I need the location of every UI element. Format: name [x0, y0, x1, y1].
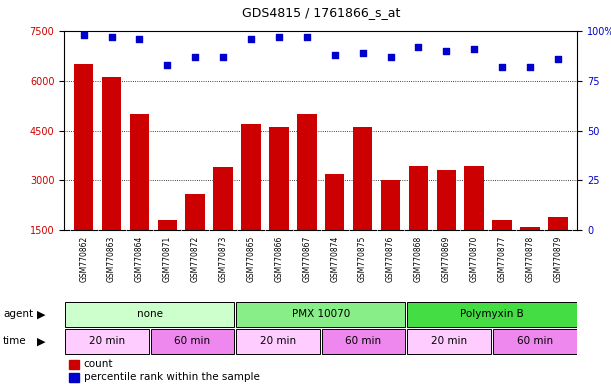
Bar	[150, 329, 235, 354]
Bar	[436, 170, 456, 280]
Text: GSM770867: GSM770867	[302, 236, 312, 282]
Text: none: none	[137, 310, 163, 319]
Text: 60 min: 60 min	[174, 336, 211, 346]
Bar	[213, 167, 233, 280]
Bar	[241, 124, 261, 280]
Text: percentile rank within the sample: percentile rank within the sample	[84, 372, 260, 382]
Text: GDS4815 / 1761866_s_at: GDS4815 / 1761866_s_at	[241, 6, 400, 19]
Text: 20 min: 20 min	[431, 336, 467, 346]
Text: 20 min: 20 min	[89, 336, 125, 346]
Text: GSM770876: GSM770876	[386, 236, 395, 282]
Bar	[297, 114, 316, 280]
Bar	[65, 302, 235, 327]
Point	[553, 56, 563, 62]
Bar	[381, 180, 400, 280]
Bar	[409, 166, 428, 280]
Point	[163, 61, 172, 68]
Text: Polymyxin B: Polymyxin B	[460, 310, 524, 319]
Point	[246, 36, 256, 42]
Point	[357, 50, 367, 56]
Point	[218, 54, 228, 60]
Bar	[130, 114, 149, 280]
Text: GSM770870: GSM770870	[470, 236, 478, 282]
Point	[134, 36, 144, 42]
Point	[386, 54, 395, 60]
Point	[414, 44, 423, 50]
Bar	[65, 329, 149, 354]
Text: GSM770869: GSM770869	[442, 236, 451, 282]
Bar	[236, 302, 406, 327]
Text: GSM770873: GSM770873	[219, 236, 228, 282]
Text: GSM770871: GSM770871	[163, 236, 172, 282]
Bar	[407, 329, 491, 354]
Point	[79, 31, 89, 38]
Point	[525, 64, 535, 70]
Text: GSM770872: GSM770872	[191, 236, 200, 282]
Text: GSM770866: GSM770866	[274, 236, 284, 282]
Bar	[321, 329, 406, 354]
Bar	[492, 220, 512, 280]
Text: GSM770879: GSM770879	[554, 236, 562, 282]
Point	[497, 64, 507, 70]
Bar	[492, 329, 577, 354]
Point	[330, 51, 340, 58]
Point	[302, 34, 312, 40]
Bar	[548, 217, 568, 280]
Bar	[353, 127, 372, 280]
Point	[469, 46, 479, 52]
Bar	[69, 360, 79, 369]
Bar	[325, 174, 345, 280]
Text: ▶: ▶	[37, 336, 46, 346]
Text: GSM770874: GSM770874	[330, 236, 339, 282]
Bar	[186, 194, 205, 280]
Point	[107, 34, 117, 40]
Bar	[407, 302, 577, 327]
Bar	[74, 64, 93, 280]
Text: GSM770877: GSM770877	[497, 236, 507, 282]
Text: count: count	[84, 359, 113, 369]
Bar	[158, 220, 177, 280]
Text: GSM770862: GSM770862	[79, 236, 88, 282]
Bar	[464, 166, 484, 280]
Text: GSM770875: GSM770875	[358, 236, 367, 282]
Bar	[520, 227, 540, 280]
Text: ▶: ▶	[37, 310, 46, 319]
Bar	[102, 77, 122, 280]
Point	[274, 34, 284, 40]
Text: GSM770878: GSM770878	[525, 236, 535, 282]
Text: agent: agent	[3, 310, 33, 319]
Bar	[269, 127, 289, 280]
Text: 60 min: 60 min	[516, 336, 553, 346]
Text: GSM770868: GSM770868	[414, 236, 423, 282]
Point	[441, 48, 451, 54]
Text: time: time	[3, 336, 27, 346]
Text: 60 min: 60 min	[345, 336, 382, 346]
Text: GSM770865: GSM770865	[247, 236, 255, 282]
Text: 20 min: 20 min	[260, 336, 296, 346]
Text: PMX 10070: PMX 10070	[291, 310, 350, 319]
Bar	[69, 373, 79, 382]
Text: GSM770863: GSM770863	[107, 236, 116, 282]
Text: GSM770864: GSM770864	[135, 236, 144, 282]
Bar	[236, 329, 320, 354]
Point	[191, 54, 200, 60]
